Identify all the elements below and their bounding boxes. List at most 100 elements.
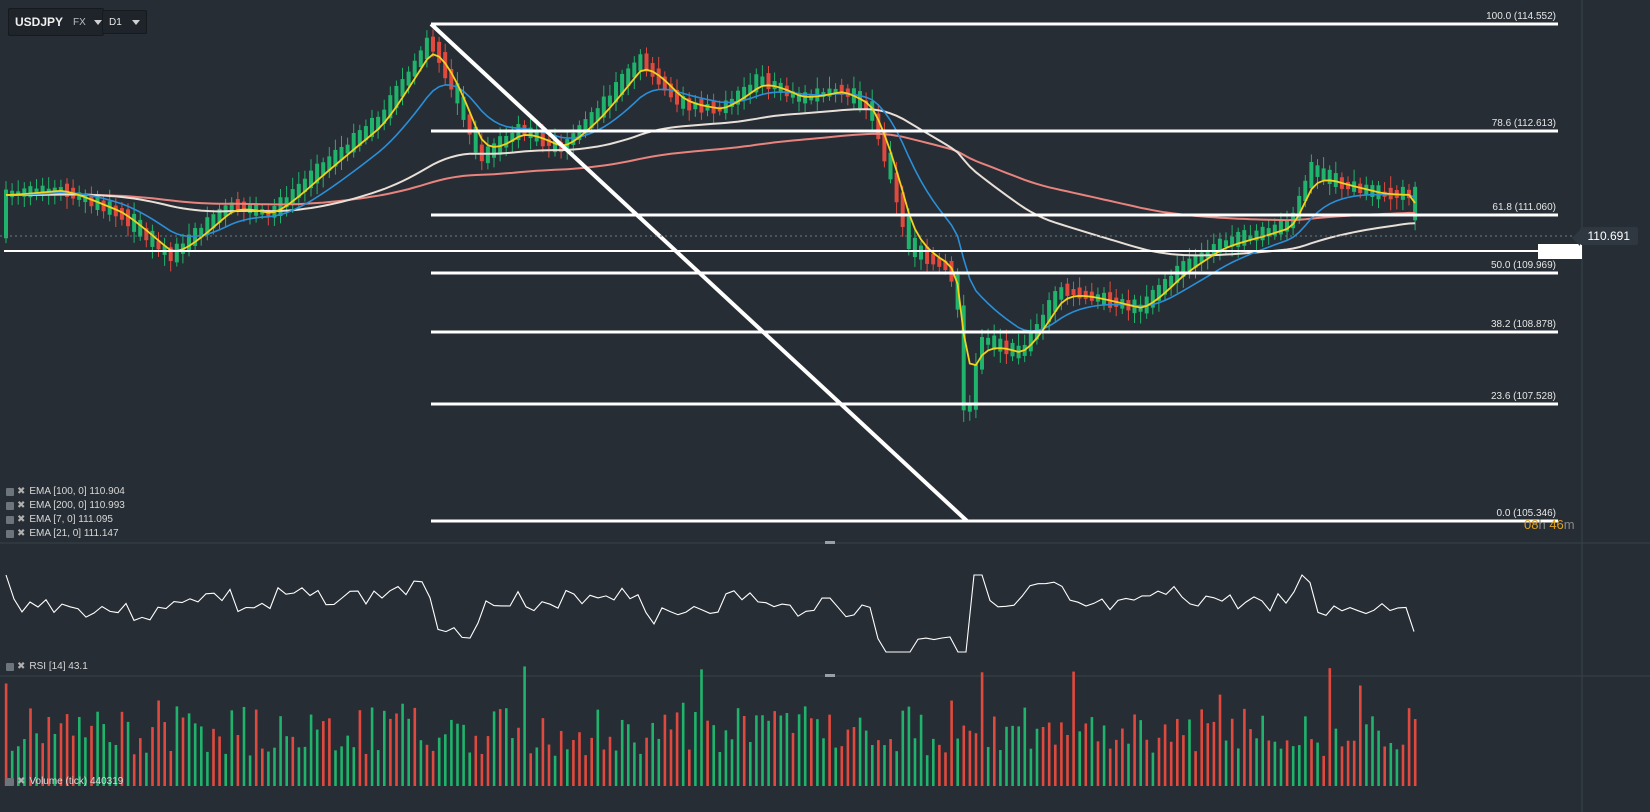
volume-bar <box>1304 716 1307 786</box>
candle <box>351 123 356 158</box>
legend-rsi[interactable]: ✖ RSI [14] 43.1 <box>6 661 88 672</box>
candle <box>601 85 606 123</box>
volume-bar <box>541 718 545 786</box>
indicator-settings-icon[interactable] <box>6 662 14 671</box>
volume-bar <box>1017 726 1020 786</box>
volume-bar <box>1054 744 1057 786</box>
volume-bar <box>1316 742 1319 786</box>
candle <box>589 107 594 134</box>
volume-bar <box>334 750 337 786</box>
volume-bar <box>968 730 972 786</box>
candle <box>16 180 21 205</box>
close-icon[interactable]: ✖ <box>17 500 26 511</box>
volume-bar <box>584 755 587 786</box>
candle <box>290 177 295 213</box>
volume-bar <box>1005 726 1008 786</box>
volume-bar <box>322 721 325 786</box>
volume-bar <box>437 737 441 786</box>
symbol-selector[interactable]: USDJPY FX <box>8 8 104 36</box>
candle <box>1333 161 1338 194</box>
volume-bar <box>1011 725 1014 786</box>
volume-bar <box>1023 707 1027 786</box>
volume-bar <box>724 730 728 786</box>
candle <box>315 154 320 195</box>
volume-bar <box>1340 746 1344 786</box>
candle <box>126 203 130 237</box>
close-icon[interactable]: ✖ <box>17 528 26 539</box>
volume-bar <box>620 719 624 786</box>
timeframe-selector[interactable]: D1 <box>102 10 147 34</box>
candle <box>803 85 808 115</box>
candle <box>437 36 442 73</box>
indicator-settings-icon[interactable] <box>6 515 14 524</box>
volume-bar <box>1133 714 1136 786</box>
indicator-settings-icon[interactable] <box>6 777 14 786</box>
volume-bar <box>1389 742 1393 786</box>
candlestick-series <box>4 29 1418 422</box>
volume-bar <box>736 708 740 786</box>
fib-trend-line[interactable] <box>429 22 969 523</box>
candle <box>339 135 344 171</box>
volume-bar <box>1047 722 1051 786</box>
volume-bar <box>1377 730 1380 786</box>
close-icon[interactable]: ✖ <box>17 514 26 525</box>
volume-bar <box>1096 741 1100 786</box>
volume-bar <box>1151 752 1155 786</box>
candle <box>1211 233 1216 263</box>
ema-line <box>5 84 1416 333</box>
close-icon[interactable]: ✖ <box>17 486 26 497</box>
volume-bar <box>608 736 612 786</box>
volume-bar <box>401 703 404 786</box>
close-icon[interactable]: ✖ <box>17 776 26 787</box>
volume-bar <box>755 715 758 786</box>
legend-ema21[interactable]: ✖ EMA [21, 0] 111.147 <box>6 528 119 539</box>
volume-bar <box>639 753 642 786</box>
volume-bar <box>633 742 636 786</box>
volume-bar <box>1139 720 1142 786</box>
volume-bar <box>1084 723 1088 786</box>
candle <box>1339 172 1344 200</box>
candle <box>278 188 283 224</box>
volume-bar <box>1230 718 1234 786</box>
legend-ema7[interactable]: ✖ EMA [7, 0] 111.095 <box>6 514 113 525</box>
legend-ema200[interactable]: ✖ EMA [200, 0] 110.993 <box>6 500 125 511</box>
candle <box>424 30 429 68</box>
panel-resize-handle[interactable] <box>825 541 835 544</box>
candle <box>1394 185 1399 210</box>
fibonacci-retracement[interactable] <box>429 22 1558 523</box>
ema-line <box>6 108 1416 257</box>
volume-bar <box>895 751 898 786</box>
volume-bar <box>383 710 386 786</box>
volume-bar <box>840 746 844 786</box>
indicator-settings-icon[interactable] <box>6 501 14 510</box>
volume-bar <box>1346 740 1350 786</box>
volume-bar <box>834 747 837 786</box>
candle <box>937 252 942 273</box>
horizontal-line-handle[interactable] <box>1538 244 1582 259</box>
volume-bar <box>486 736 490 786</box>
indicator-settings-icon[interactable] <box>6 487 14 496</box>
panel-resize-handle[interactable] <box>825 674 835 677</box>
volume-bar <box>163 722 166 786</box>
candle <box>1083 285 1088 305</box>
volume-bar <box>181 717 185 786</box>
volume-bar <box>78 716 81 786</box>
legend-volume[interactable]: ✖ Volume (tick) 440319 <box>6 776 123 787</box>
volume-bar <box>1352 740 1356 786</box>
volume-bar <box>1066 734 1069 786</box>
chevron-down-icon[interactable] <box>93 19 102 25</box>
indicator-settings-icon[interactable] <box>6 529 14 538</box>
candle <box>1004 329 1009 364</box>
close-icon[interactable]: ✖ <box>17 661 26 672</box>
chevron-down-icon[interactable] <box>131 19 140 25</box>
candle <box>1144 285 1149 319</box>
volume-bar <box>864 730 868 786</box>
candle <box>77 185 82 207</box>
volume-bar <box>858 717 862 786</box>
candle <box>1016 333 1021 365</box>
candle <box>980 329 984 375</box>
legend-ema100[interactable]: ✖ EMA [100, 0] 110.904 <box>6 486 125 497</box>
candle <box>967 395 972 421</box>
volume-bar <box>1401 744 1405 786</box>
